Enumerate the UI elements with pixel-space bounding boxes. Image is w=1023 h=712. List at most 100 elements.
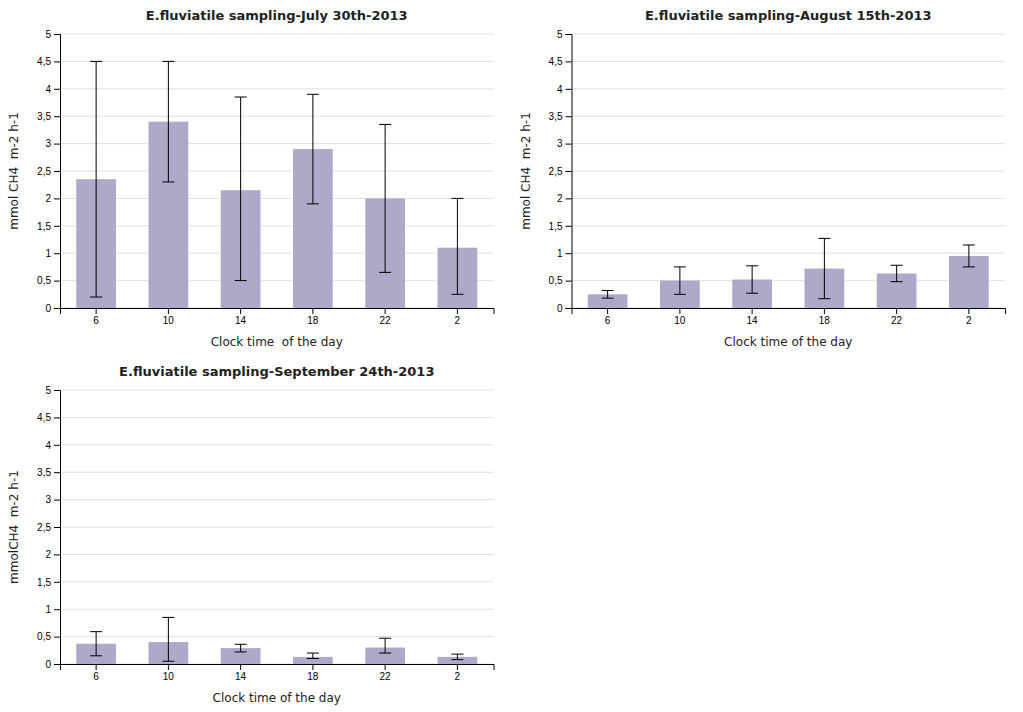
x-tick-label: 2 [455,671,461,682]
error-whisker [457,198,458,294]
x-tick: 18 [307,308,319,326]
x-tick-label: 22 [380,315,392,326]
y-tick: 0 [45,659,60,670]
x-tick: 10 [674,308,686,326]
x-tick: 10 [163,664,175,682]
error-bar [307,653,319,658]
y-axis: 00,511,522,533,544,55 [37,29,60,314]
y-tick-label: 1 [45,248,51,259]
y-tick-label: 2,5 [37,166,51,177]
error-cap-upper [891,265,903,266]
y-tick-mark [54,472,60,473]
y-tick-mark [566,61,572,62]
x-tick-mark [385,308,386,314]
y-tick-mark [54,500,60,501]
y-tick: 5 [557,29,572,40]
y-tick-label: 4,5 [37,56,51,67]
error-bar [674,267,686,294]
error-cap-lower [307,203,319,204]
x-tick: 14 [747,308,759,326]
grid-line [60,472,494,473]
y-tick-mark [54,198,60,199]
grid-line [60,61,494,62]
y-tick: 4 [45,440,60,451]
y-tick-mark [54,281,60,282]
error-cap-upper [90,631,102,632]
grid-line [60,34,494,35]
x-tick-label: 6 [93,315,99,326]
y-tick: 2 [45,549,60,560]
x-tick-mark [312,308,313,314]
y-tick-label: 2 [45,193,51,204]
y-tick-mark [566,308,572,309]
grid-line [60,444,494,445]
y-tick-label: 4,5 [549,56,563,67]
error-cap-upper [602,290,614,291]
error-cap-lower [746,293,758,294]
y-tick: 2 [45,193,60,204]
x-tick: 2 [966,308,972,326]
error-whisker [457,654,458,659]
x-tick: 2 [455,664,461,682]
error-whisker [752,266,753,293]
y-tick-mark [566,198,572,199]
chart-title: E.fluviatile sampling-August 15th-2013 [645,8,932,23]
grid-line [60,116,494,117]
grid-line [572,88,1006,89]
grid-line [60,225,494,226]
y-tick: 0,5 [37,631,60,642]
y-tick-label: 0,5 [549,275,563,286]
error-whisker [96,632,97,656]
grid [60,390,494,664]
chart-title: E.fluviatile sampling-September 24th-201… [119,364,434,379]
grid-line [60,636,494,637]
error-bar [451,198,463,294]
grid-line [572,34,1006,35]
y-tick: 0 [557,303,572,314]
y-tick-label: 1,5 [37,577,51,588]
x-axis-line [61,309,495,315]
x-tick: 18 [819,308,831,326]
x-tick-mark [312,664,313,670]
y-tick-mark [566,171,572,172]
error-cap-upper [235,97,247,98]
grid-line [60,143,494,144]
error-cap-lower [451,294,463,295]
x-tick: 18 [307,664,319,682]
y-tick-mark [54,116,60,117]
grid-line [60,499,494,500]
x-tick-label: 18 [307,671,319,682]
error-cap-lower [891,281,903,282]
grid-line [60,417,494,418]
plot-area [588,238,989,308]
y-tick: 1 [45,604,60,615]
grid-line [572,225,1006,226]
error-cap-upper [379,124,391,125]
panel: 610141822200,511,522,533,544,55E.fluviat… [7,8,494,349]
y-axis-title: mmol CH4 m-2 h-1 [519,112,533,230]
error-bar [746,266,758,293]
y-tick: 1,5 [37,577,60,588]
error-whisker [240,644,241,652]
y-tick-label: 2 [45,549,51,560]
y-tick-mark [54,554,60,555]
x-tick-label: 22 [380,671,392,682]
y-tick-label: 4,5 [37,412,51,423]
x-tick-label: 6 [93,671,99,682]
y-tick: 1,5 [37,221,60,232]
grid-line [60,198,494,199]
x-tick-mark [385,664,386,670]
error-cap-lower [162,181,174,182]
y-tick-label: 2 [557,193,563,204]
grid-line [572,61,1006,62]
error-cap-lower [451,659,463,660]
error-cap-upper [307,94,319,95]
x-tick: 14 [235,308,247,326]
x-tick: 10 [163,308,175,326]
x-axis-line [572,309,1006,315]
error-whisker [168,61,169,182]
error-whisker [607,290,608,298]
y-axis-title: mmolCH4 m-2 h-1 [7,470,21,584]
x-tick-mark [240,308,241,314]
error-cap-lower [674,294,686,295]
